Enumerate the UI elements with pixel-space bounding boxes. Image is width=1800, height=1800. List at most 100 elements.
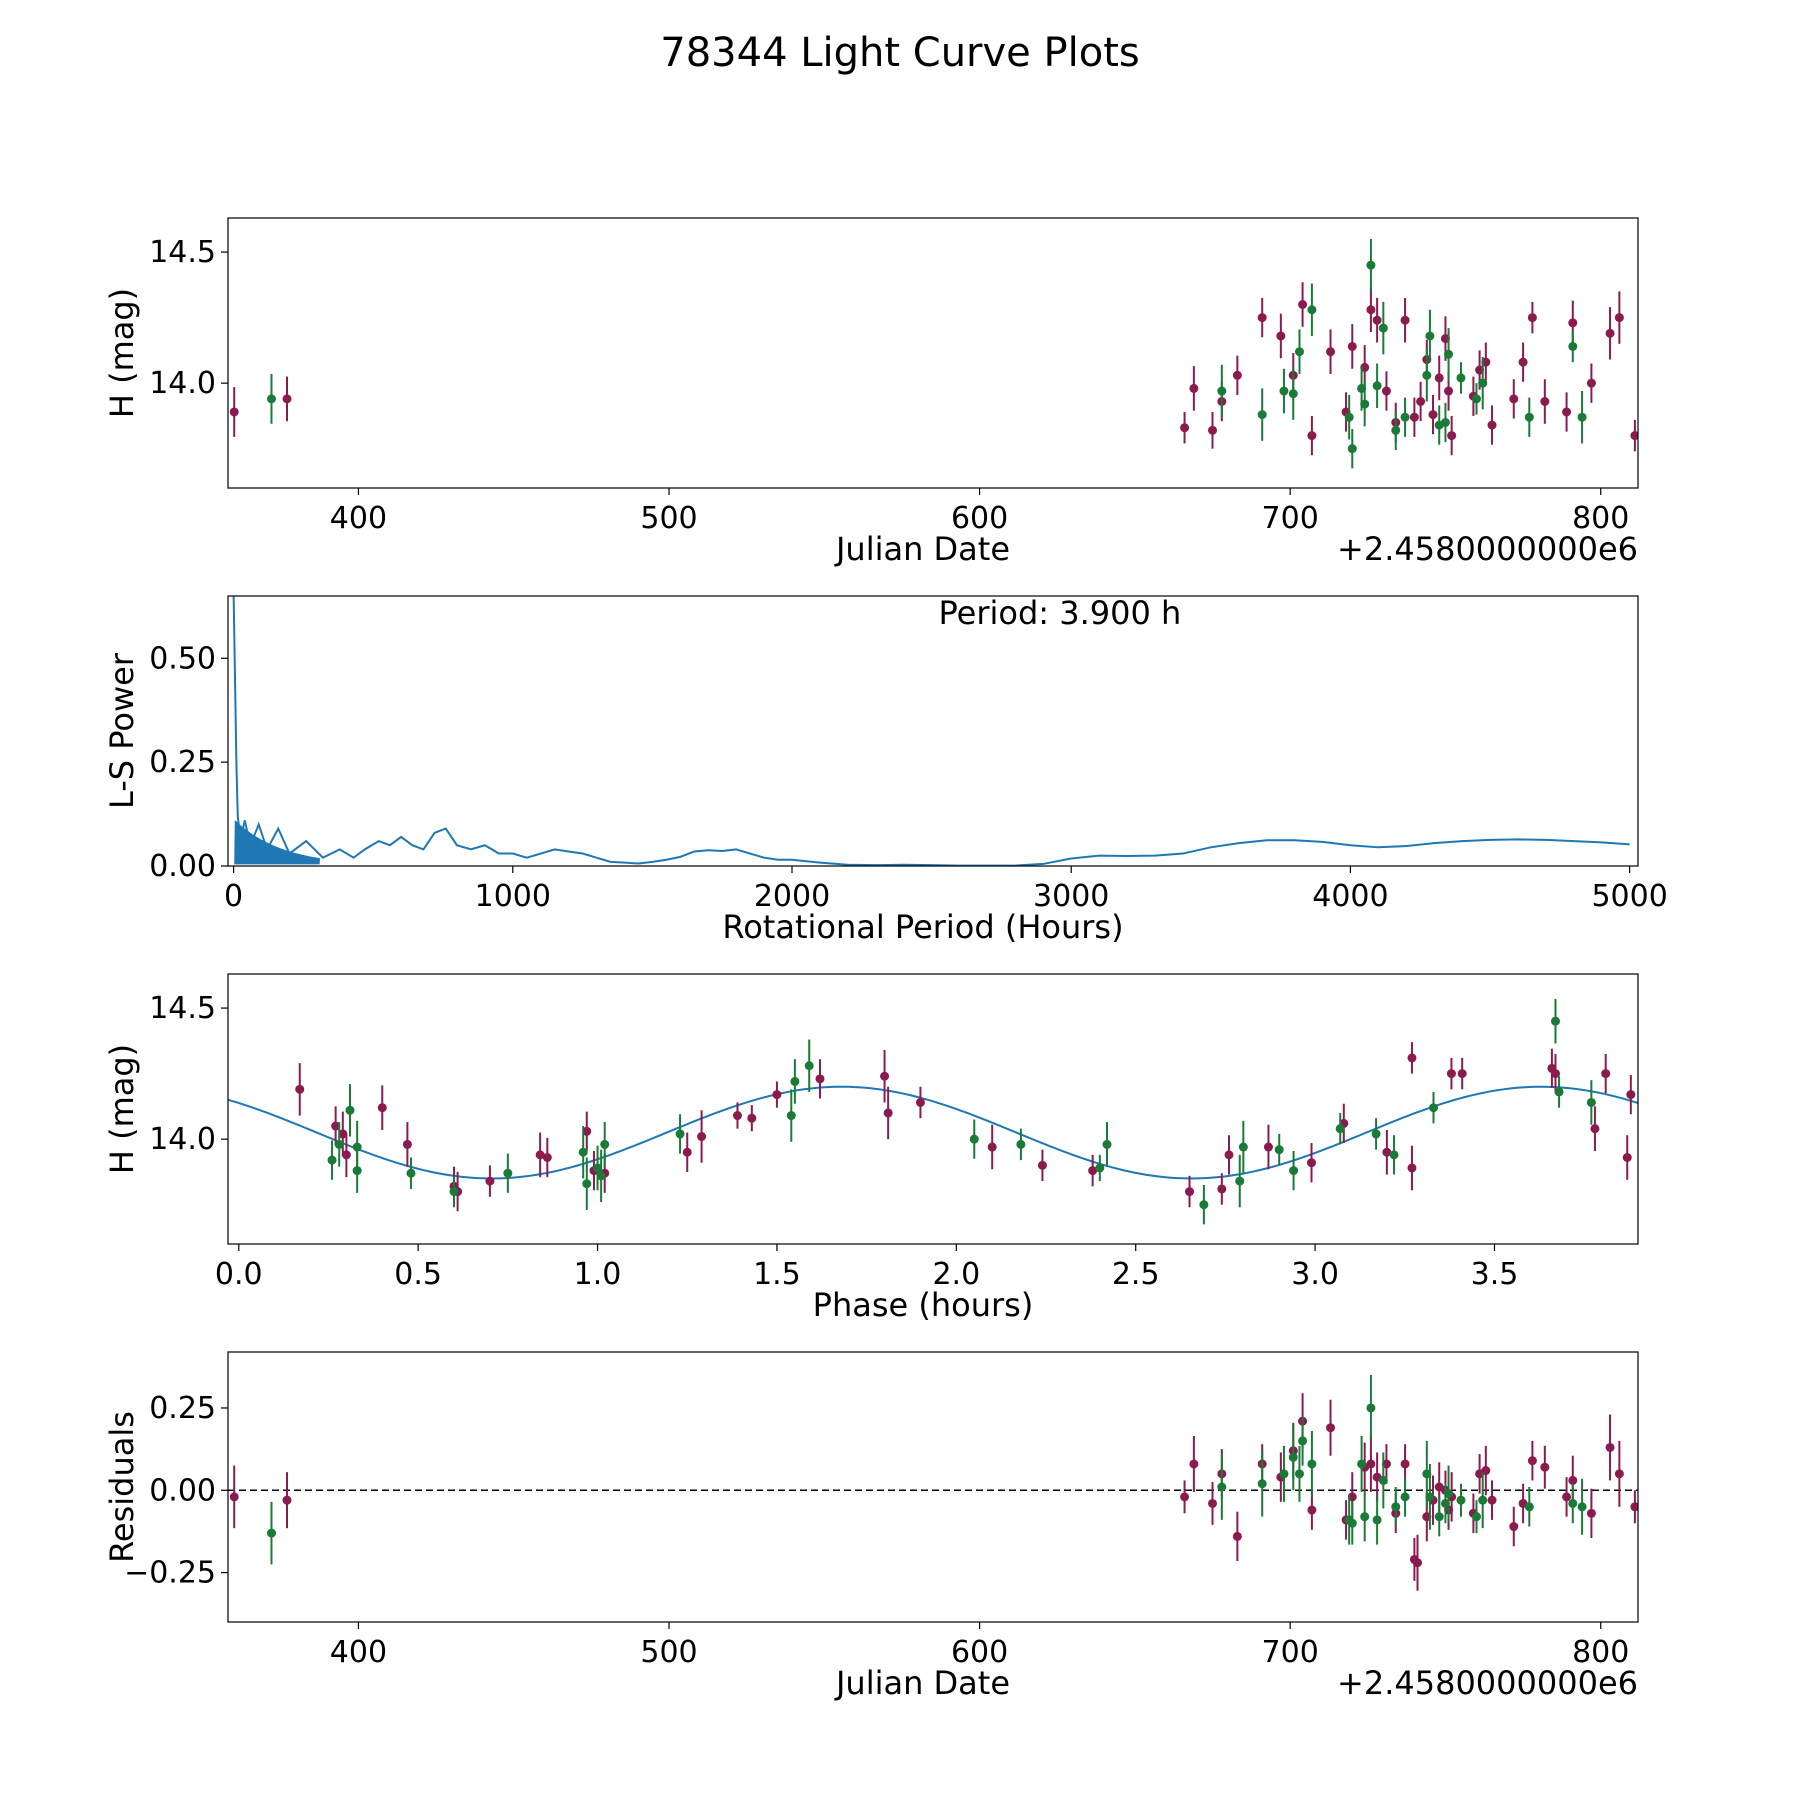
x-tick-label: 3000 <box>1033 879 1109 914</box>
data-point-g <box>1357 1459 1367 1469</box>
data-point-r <box>1428 410 1438 420</box>
data-point-g <box>1472 394 1482 404</box>
data-point-r <box>1326 1423 1336 1433</box>
data-point-r <box>732 1111 742 1121</box>
x-tick-label: 1000 <box>475 879 551 914</box>
data-point-g <box>1372 381 1382 391</box>
data-point-g <box>1347 444 1357 454</box>
data-point-r <box>1088 1166 1098 1176</box>
data-point-g <box>1371 1129 1381 1139</box>
data-point-r <box>229 1492 239 1502</box>
panel-residuals: 400 500 600 700 800 −0.25 0.00 0.25 Julian Date R… <box>103 1351 1639 1702</box>
data-point-r <box>1509 1522 1519 1532</box>
data-point-g <box>1524 412 1534 422</box>
figure-title: 78344 Light Curve Plots <box>660 30 1139 76</box>
y-tick-label: 14.0 <box>149 366 216 401</box>
data-point-r <box>1416 396 1426 406</box>
x-axis-label: Phase (hours) <box>813 1286 1034 1324</box>
data-point-r <box>1257 313 1267 323</box>
panel-periodogram: 0 1000 2000 3000 4000 5000 0.00 0.25 0.50 Rotatio… <box>103 594 1668 946</box>
data-point-g <box>1307 1459 1317 1469</box>
data-point-r <box>1586 1508 1596 1518</box>
data-point-r <box>1562 1492 1572 1502</box>
y-tick-label: 0.25 <box>149 1391 216 1426</box>
data-point-r <box>1347 341 1357 351</box>
data-point-r <box>1208 1498 1218 1508</box>
data-point-r <box>1298 300 1308 310</box>
data-point-r <box>1232 1531 1242 1541</box>
data-point-g <box>1472 1512 1482 1522</box>
data-point-g <box>1550 1016 1560 1026</box>
plot-area <box>228 1375 1638 1591</box>
data-point-r <box>1185 1187 1195 1197</box>
data-point-r <box>1412 1558 1422 1568</box>
x-axis-label: Rotational Period (Hours) <box>722 908 1123 946</box>
data-point-g <box>1016 1139 1026 1149</box>
data-point-r <box>915 1097 925 1107</box>
panel-phased: 0.0 0.5 1.0 1.5 2.0 2.5 3.0 3.5 14.0 14.5 Phase (h… <box>103 973 1639 1324</box>
data-point-r <box>1622 1152 1632 1162</box>
y-tick-label: 0.25 <box>149 745 216 780</box>
data-point-g <box>1217 1482 1227 1492</box>
x-tick-label: 700 <box>1262 1635 1319 1670</box>
data-point-g <box>345 1105 355 1115</box>
data-point-g <box>1335 1124 1345 1134</box>
data-point-r <box>1189 383 1199 393</box>
y-axis-label: L-S Power <box>103 652 141 809</box>
data-point-r <box>1590 1124 1600 1134</box>
data-point-g <box>1366 1403 1376 1413</box>
plot-area <box>232 596 1630 866</box>
data-point-g <box>1294 1469 1304 1479</box>
data-point-g <box>1391 1502 1401 1512</box>
data-point-r <box>229 407 239 417</box>
data-point-r <box>295 1084 305 1094</box>
data-point-g <box>1235 1176 1245 1186</box>
data-point-g <box>1456 373 1466 383</box>
x-tick-label: 1.0 <box>574 1257 622 1292</box>
data-point-r <box>1189 1459 1199 1469</box>
data-point-r <box>282 1495 292 1505</box>
data-point-r <box>1487 420 1497 430</box>
data-point-g <box>406 1168 416 1178</box>
data-point-r <box>1568 318 1578 328</box>
data-point-g <box>1238 1142 1248 1152</box>
data-point-r <box>341 1150 351 1160</box>
data-point-r <box>1326 347 1336 357</box>
data-point-r <box>377 1103 387 1113</box>
x-offset-label: +2.4580000000e6 <box>1337 530 1638 568</box>
data-point-r <box>1562 407 1572 417</box>
data-point-g <box>1554 1087 1564 1097</box>
x-tick-label: 500 <box>640 501 697 536</box>
data-point-g <box>1360 1512 1370 1522</box>
data-point-g <box>1372 1515 1382 1525</box>
data-point-g <box>1307 305 1317 315</box>
axes-frame <box>227 595 1639 867</box>
data-point-r <box>1586 378 1596 388</box>
data-point-r <box>535 1150 545 1160</box>
data-point-g <box>1434 1512 1444 1522</box>
data-point-g <box>334 1139 344 1149</box>
data-point-g <box>1422 370 1432 380</box>
data-point-g <box>1425 331 1435 341</box>
data-point-r <box>1630 431 1638 441</box>
data-point-r <box>1540 1462 1550 1472</box>
x-tick-label: 2000 <box>754 879 830 914</box>
data-point-g <box>1400 1492 1410 1502</box>
data-point-r <box>1382 1147 1392 1157</box>
data-point-r <box>1614 313 1624 323</box>
data-point-r <box>542 1152 552 1162</box>
data-point-g <box>1444 349 1454 359</box>
data-point-g <box>675 1129 685 1139</box>
data-point-r <box>1540 396 1550 406</box>
data-point-g <box>1279 1469 1289 1479</box>
period-annotation: Period: 3.900 h <box>939 594 1182 632</box>
data-point-r <box>1400 315 1410 325</box>
x-tick-label: 600 <box>951 1635 1008 1670</box>
y-axis-label: Residuals <box>103 1411 141 1563</box>
data-point-g <box>600 1139 610 1149</box>
data-point-r <box>1407 1053 1417 1063</box>
fit-curve <box>228 1085 1638 1180</box>
data-point-r <box>402 1139 412 1149</box>
data-point-g <box>1347 1518 1357 1528</box>
data-point-g <box>503 1168 513 1178</box>
